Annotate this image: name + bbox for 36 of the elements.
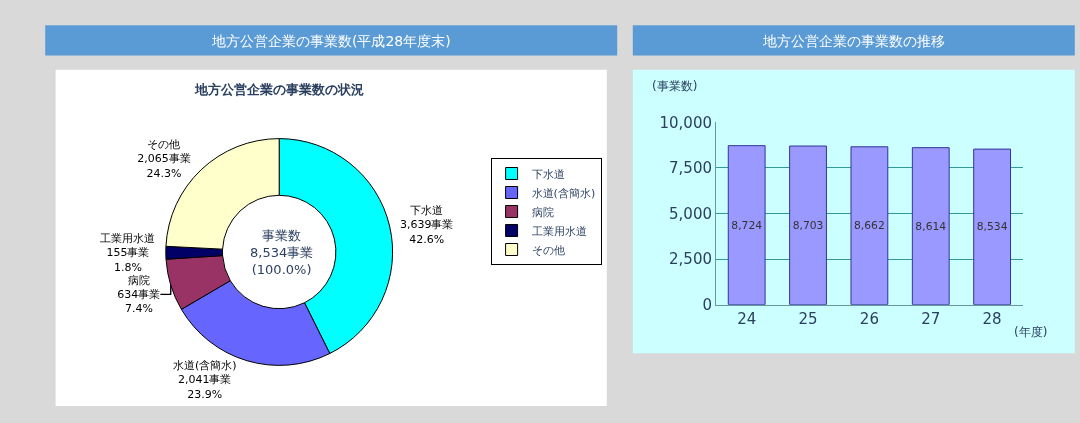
data-label: 3,639事業 42.6% bbox=[399, 218, 454, 246]
x-tick-label: 25 bbox=[798, 309, 818, 328]
data-label: 2,041事業 23.9% bbox=[177, 373, 232, 401]
slice-label: 下水道 bbox=[410, 204, 444, 218]
text: 事業数 8,534事業 (100.0%) bbox=[250, 228, 314, 277]
y-tick-label: 7,500 bbox=[669, 159, 712, 178]
y-tick-label: 0 bbox=[702, 295, 712, 314]
y-tick-label: 10,000 bbox=[659, 113, 712, 132]
legend-label: 水道(含簡水) bbox=[531, 186, 596, 200]
x-tick-label: 24 bbox=[737, 309, 757, 328]
data-label: 8,534 bbox=[976, 220, 1008, 234]
chart-title: 地方公営企業の事業数(平成28年度末) bbox=[211, 33, 451, 49]
y-tick-label: 5,000 bbox=[669, 204, 712, 223]
slice-label: 病院 bbox=[127, 273, 150, 287]
data-label: 8,703 bbox=[792, 218, 824, 232]
chart-title: 地方公営企業の事業数の推移 bbox=[762, 33, 945, 49]
data-label: 634事業 7.4% bbox=[117, 287, 161, 316]
chart-subtitle: 地方公営企業の事業数の状況 bbox=[194, 82, 364, 97]
y-axis-title: (事業数) bbox=[652, 79, 698, 93]
legend-label: その他 bbox=[531, 243, 565, 257]
legend-label: 下水道 bbox=[531, 167, 565, 181]
data-label: 8,724 bbox=[731, 218, 763, 232]
data-label: 8,614 bbox=[915, 219, 947, 233]
x-axis-title: (年度) bbox=[1014, 325, 1048, 339]
legend-label: 工業用水道 bbox=[531, 224, 587, 238]
data-label: 2,065事業 24.3% bbox=[137, 152, 191, 180]
legend-label: 病院 bbox=[531, 205, 554, 219]
slice-label: その他 bbox=[147, 138, 181, 152]
data-label: 8,662 bbox=[854, 219, 885, 233]
slice-label: 水道(含簡水) bbox=[172, 359, 237, 373]
x-tick-label: 27 bbox=[921, 309, 941, 328]
data-label: 155事業 1.8% bbox=[106, 246, 150, 274]
y-tick-label: 2,500 bbox=[669, 250, 712, 269]
slice-label: 工業用水道 bbox=[100, 231, 156, 245]
x-tick-label: 28 bbox=[982, 309, 1002, 328]
x-tick-label: 26 bbox=[859, 309, 879, 328]
